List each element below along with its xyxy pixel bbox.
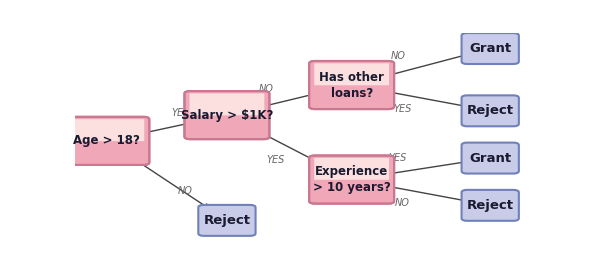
Text: Experience
> 10 years?: Experience > 10 years? <box>313 165 390 194</box>
Text: Grant: Grant <box>469 151 511 165</box>
FancyBboxPatch shape <box>314 63 389 85</box>
FancyBboxPatch shape <box>190 93 265 115</box>
FancyBboxPatch shape <box>461 95 519 126</box>
FancyBboxPatch shape <box>198 205 256 236</box>
FancyBboxPatch shape <box>309 61 394 109</box>
Text: Salary > $1K?: Salary > $1K? <box>181 109 273 122</box>
FancyBboxPatch shape <box>461 190 519 221</box>
FancyBboxPatch shape <box>69 119 144 141</box>
Text: YES: YES <box>389 153 407 163</box>
FancyBboxPatch shape <box>309 155 394 204</box>
Text: Reject: Reject <box>467 199 514 212</box>
Text: Reject: Reject <box>467 104 514 117</box>
Text: NO: NO <box>390 51 405 61</box>
Text: NO: NO <box>259 84 274 94</box>
FancyBboxPatch shape <box>314 158 389 180</box>
Text: Age > 18?: Age > 18? <box>73 134 140 147</box>
Text: YES: YES <box>393 104 412 114</box>
FancyBboxPatch shape <box>461 143 519 174</box>
FancyBboxPatch shape <box>64 117 150 165</box>
Text: Reject: Reject <box>203 214 250 227</box>
Text: Has other
loans?: Has other loans? <box>319 71 384 100</box>
Text: YES: YES <box>266 155 285 165</box>
Text: YES: YES <box>172 108 190 118</box>
FancyBboxPatch shape <box>184 91 269 139</box>
FancyBboxPatch shape <box>461 33 519 64</box>
Text: NO: NO <box>395 198 410 208</box>
Text: NO: NO <box>178 186 193 196</box>
Text: Grant: Grant <box>469 42 511 55</box>
